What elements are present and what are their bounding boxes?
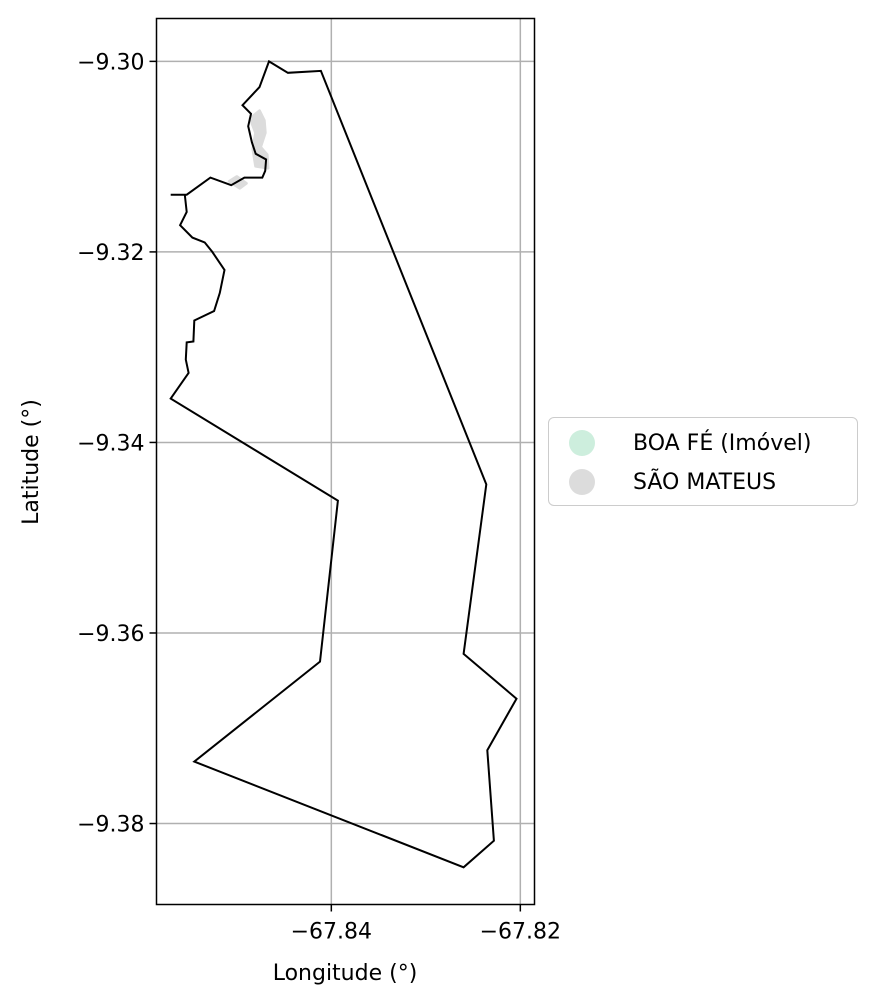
y-tick-label: −9.30 <box>77 50 144 75</box>
legend: BOA FÉ (Imóvel) SÃO MATEUS <box>548 417 858 506</box>
legend-label: BOA FÉ (Imóvel) <box>633 430 812 456</box>
boa-fe-boundary <box>169 59 518 869</box>
y-axis-label: Latitude (°) <box>19 399 44 525</box>
x-tick-label: −67.84 <box>291 920 372 945</box>
legend-marker-icon <box>569 469 595 495</box>
axes-frame <box>155 17 536 906</box>
tick-layer: −67.84 −67.82 −9.30 −9.32 −9.34 −9.36 −9.38 <box>77 50 561 944</box>
x-axis-label: Longitude (°) <box>273 961 418 986</box>
y-tick-label: −9.32 <box>77 241 144 266</box>
legend-item-sao-mateus: SÃO MATEUS <box>569 467 776 497</box>
grid-lines <box>156 18 535 905</box>
x-tick-label: −67.82 <box>480 920 561 945</box>
legend-label: SÃO MATEUS <box>633 469 777 495</box>
data-layer <box>169 59 518 869</box>
y-tick-label: −9.34 <box>77 431 144 456</box>
sao-mateus-region <box>248 109 270 170</box>
legend-marker-icon <box>569 430 595 456</box>
y-tick-label: −9.38 <box>77 813 144 838</box>
y-tick-label: −9.36 <box>77 622 144 647</box>
legend-item-boa-fe: BOA FÉ (Imóvel) <box>569 428 811 458</box>
